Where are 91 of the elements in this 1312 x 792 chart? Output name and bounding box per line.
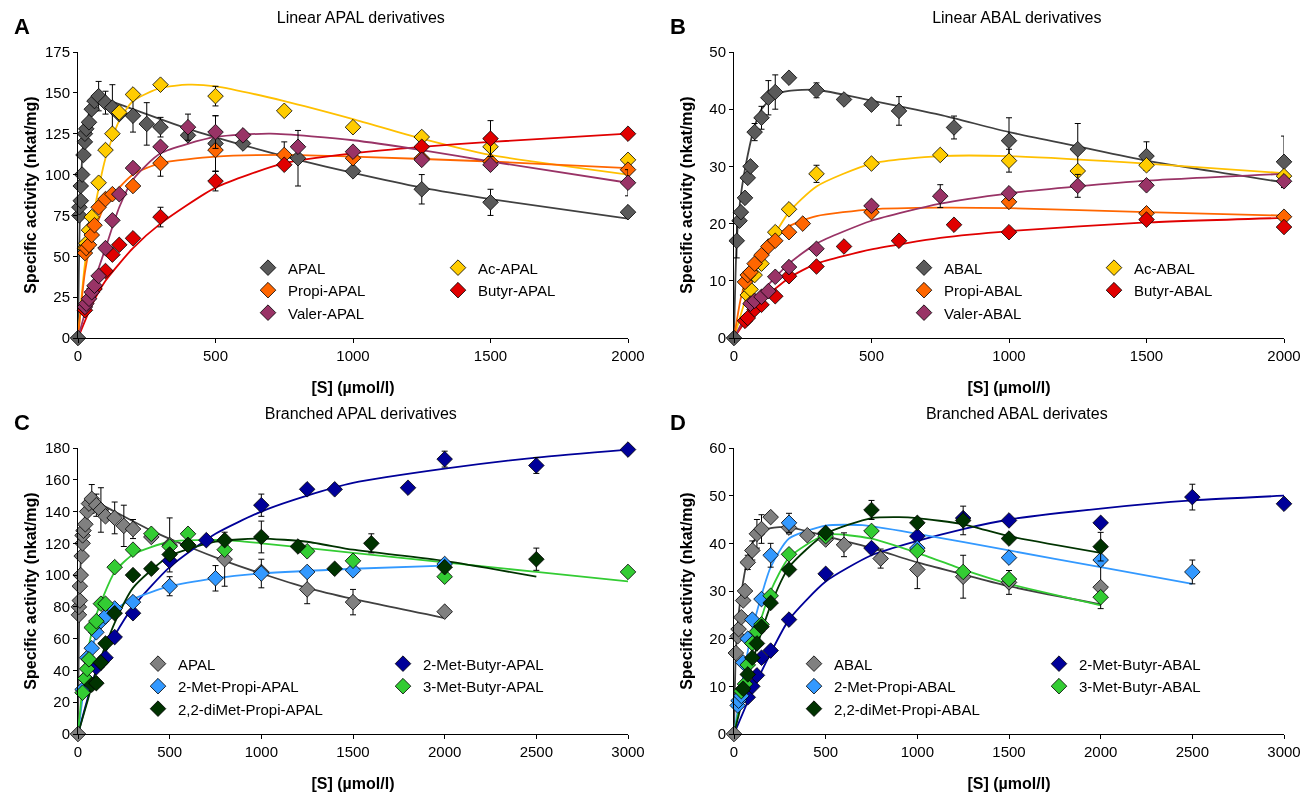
chart-title: Linear ABAL derivatives bbox=[932, 9, 1102, 27]
legend-label: Propi-APAL bbox=[288, 282, 366, 300]
y-tick-label: 50 bbox=[709, 486, 726, 504]
y-tick-label: 0 bbox=[717, 725, 726, 743]
y-tick-label: 50 bbox=[709, 43, 726, 61]
legend-label: 3-Met-Butyr-APAL bbox=[423, 678, 544, 696]
y-tick-label: 60 bbox=[53, 629, 70, 647]
x-tick-label: 2500 bbox=[1175, 743, 1210, 760]
y-tick-label: 20 bbox=[53, 693, 70, 711]
x-tick-label: 1000 bbox=[900, 743, 935, 760]
x-tick-label: 0 bbox=[729, 743, 739, 760]
y-tick-label: 140 bbox=[44, 502, 70, 520]
x-axis-title: [S] (µmol/l) bbox=[311, 775, 395, 792]
y-tick-label: 10 bbox=[709, 677, 726, 695]
legend-label: Valer-APAL bbox=[288, 304, 365, 322]
y-axis-title: Specific activity (nkat/mg) bbox=[678, 492, 695, 690]
x-tick-label: 2000 bbox=[611, 347, 645, 364]
legend-label: 2-Met-Propi-APAL bbox=[178, 678, 299, 696]
legend-label: 3-Met-Butyr-ABAL bbox=[1079, 678, 1201, 696]
x-axis-title: [S] (µmol/l) bbox=[311, 379, 395, 396]
x-tick-label: 1500 bbox=[1129, 347, 1164, 364]
legend-label: Ac-APAL bbox=[478, 259, 538, 277]
chart-title: Branched APAL derivatives bbox=[264, 405, 457, 423]
x-axis-title: [S] (µmol/l) bbox=[967, 379, 1051, 396]
y-axis-title: Specific activity (nkat/mg) bbox=[22, 492, 39, 690]
x-tick-label: 3000 bbox=[1267, 743, 1301, 760]
x-tick-label: 500 bbox=[858, 347, 885, 364]
text: D bbox=[670, 410, 686, 435]
x-tick-label: 500 bbox=[157, 743, 183, 760]
y-tick-label: 40 bbox=[709, 100, 726, 118]
y-tick-label: 50 bbox=[53, 247, 70, 265]
x-tick-label: 1500 bbox=[473, 347, 508, 364]
chart-title: Branched ABAL derivates bbox=[925, 405, 1108, 423]
y-tick-label: 160 bbox=[44, 471, 70, 489]
x-tick-label: 500 bbox=[202, 347, 229, 364]
y-tick-label: 40 bbox=[53, 661, 70, 679]
x-tick-label: 2000 bbox=[1083, 743, 1118, 760]
x-tick-label: 2000 bbox=[427, 743, 462, 760]
y-tick-label: 0 bbox=[61, 329, 70, 347]
legend-label: 2-Met-Butyr-ABAL bbox=[1079, 655, 1201, 673]
y-tick-label: 30 bbox=[709, 157, 726, 175]
legend-label: 2,2-diMet-Propi-APAL bbox=[178, 700, 323, 718]
y-tick-label: 80 bbox=[53, 598, 70, 616]
legend-label: 2,2-diMet-Propi-ABAL bbox=[834, 700, 980, 718]
y-tick-label: 75 bbox=[53, 206, 70, 224]
x-tick-label: 0 bbox=[73, 347, 83, 364]
y-tick-label: 100 bbox=[44, 566, 70, 584]
x-axis-title: [S] (µmol/l) bbox=[967, 775, 1051, 792]
legend-label: APAL bbox=[288, 259, 326, 277]
y-tick-label: 0 bbox=[61, 725, 70, 743]
x-tick-label: 0 bbox=[73, 743, 83, 760]
y-tick-label: 0 bbox=[717, 329, 726, 347]
x-tick-label: 1000 bbox=[992, 347, 1026, 364]
y-axis-title: Specific activity (nkat/mg) bbox=[22, 96, 39, 294]
y-tick-label: 20 bbox=[709, 214, 726, 232]
y-tick-label: 120 bbox=[44, 534, 70, 552]
text: C bbox=[14, 410, 30, 435]
x-tick-label: 2500 bbox=[519, 743, 554, 760]
x-tick-label: 2000 bbox=[1267, 347, 1301, 364]
y-tick-label: 30 bbox=[709, 582, 726, 600]
legend-label: 2-Met-Propi-ABAL bbox=[834, 678, 956, 696]
y-tick-label: 10 bbox=[709, 272, 726, 290]
legend-label: Propi-ABAL bbox=[944, 282, 1023, 300]
y-tick-label: 100 bbox=[44, 165, 70, 183]
x-tick-label: 1500 bbox=[992, 743, 1026, 760]
text: A bbox=[14, 14, 30, 39]
legend-label: Butyr-APAL bbox=[478, 282, 556, 300]
y-tick-label: 125 bbox=[44, 124, 70, 142]
y-tick-label: 175 bbox=[44, 43, 70, 61]
legend-label: ABAL bbox=[834, 655, 873, 673]
x-tick-label: 1000 bbox=[336, 347, 370, 364]
chart-title: Linear APAL derivatives bbox=[276, 9, 445, 27]
x-tick-label: 0 bbox=[729, 347, 739, 364]
text: B bbox=[670, 14, 686, 39]
y-tick-label: 150 bbox=[44, 84, 70, 102]
y-tick-label: 60 bbox=[709, 439, 726, 457]
y-tick-label: 40 bbox=[709, 534, 726, 552]
legend-label: Valer-ABAL bbox=[944, 304, 1022, 322]
legend-label: APAL bbox=[178, 655, 216, 673]
legend-label: ABAL bbox=[944, 259, 983, 277]
legend-label: Butyr-ABAL bbox=[1134, 282, 1213, 300]
x-tick-label: 3000 bbox=[611, 743, 645, 760]
y-tick-label: 180 bbox=[44, 439, 70, 457]
x-tick-label: 500 bbox=[813, 743, 839, 760]
x-tick-label: 1000 bbox=[244, 743, 279, 760]
y-tick-label: 25 bbox=[53, 288, 70, 306]
legend-label: 2-Met-Butyr-APAL bbox=[423, 655, 544, 673]
y-axis-title: Specific activity (nkat/mg) bbox=[678, 96, 695, 294]
x-tick-label: 1500 bbox=[336, 743, 370, 760]
y-tick-label: 20 bbox=[709, 629, 726, 647]
legend-label: Ac-ABAL bbox=[1134, 259, 1195, 277]
